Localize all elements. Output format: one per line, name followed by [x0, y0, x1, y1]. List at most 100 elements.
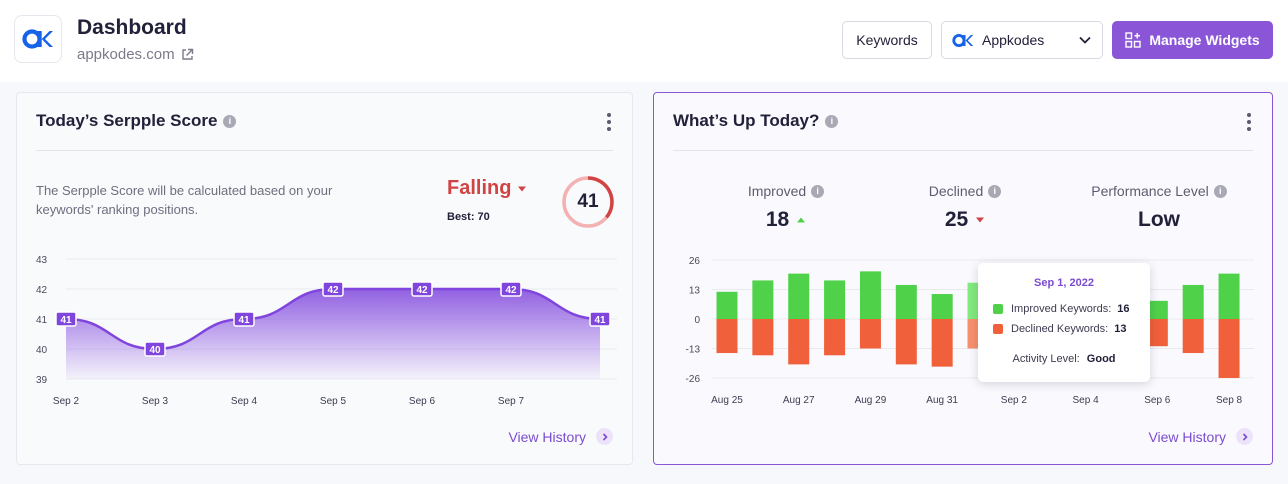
score-point[interactable]: 42 [500, 281, 522, 297]
improved-bar[interactable] [859, 271, 881, 319]
caret-down-icon [518, 186, 527, 191]
declined-metric: Declined i 25 [905, 183, 1025, 232]
tooltip-declined-label: Declined Keywords: [1011, 323, 1109, 335]
y-tick-label: 42 [36, 285, 48, 296]
score-point[interactable]: 42 [411, 281, 433, 297]
app-select-value: Appkodes [982, 32, 1045, 48]
declined-bar[interactable] [1182, 319, 1204, 354]
external-link-icon [181, 48, 193, 60]
improved-label: Improved [747, 183, 807, 199]
y-tick-label: -26 [686, 374, 701, 385]
improved-bar[interactable] [716, 291, 738, 319]
tooltip-date: Sep 1, 2022 [1034, 277, 1094, 289]
improved-swatch [993, 304, 1003, 314]
declined-value: 25 [944, 208, 969, 231]
whats-up-card: What’s Up Today? i Improved i 18 Decline… [653, 92, 1273, 465]
x-tick-label: Sep 2 [1001, 395, 1028, 406]
x-tick-label: Aug 29 [855, 395, 887, 406]
info-icon[interactable]: i [825, 114, 839, 128]
tooltip-improved-label: Improved Keywords: [1011, 303, 1112, 315]
score-description: The Serpple Score will be calculated bas… [36, 183, 333, 217]
x-tick-label: Sep 2 [53, 396, 80, 407]
divider [673, 150, 1253, 151]
tooltip-declined-value: 13 [1114, 323, 1127, 335]
arrow-right-icon [1236, 428, 1253, 445]
x-tick-label: Sep 4 [1073, 395, 1100, 406]
tooltip-improved-value: 16 [1117, 303, 1130, 315]
score-point-label: 42 [327, 285, 339, 296]
improved-bar[interactable] [895, 284, 917, 319]
info-icon[interactable]: i [1213, 184, 1227, 198]
score-point[interactable]: 42 [322, 281, 344, 297]
score-value: 41 [577, 191, 599, 212]
score-point-label: 40 [149, 345, 161, 356]
app-select[interactable]: Appkodes [941, 21, 1103, 59]
more-options-icon[interactable] [1246, 113, 1252, 131]
declined-bar[interactable] [1218, 319, 1240, 378]
tooltip-activity-label: Activity Level: [1012, 353, 1080, 365]
improved-bar[interactable] [1218, 273, 1240, 319]
info-icon[interactable]: i [988, 184, 1002, 198]
improved-bar[interactable] [1182, 284, 1204, 319]
score-point[interactable]: 41 [55, 311, 77, 327]
top-header: Dashboard appkodes.com Keywords Appkodes… [0, 0, 1288, 82]
declined-bar[interactable] [824, 319, 846, 356]
arrow-right-icon [596, 428, 613, 445]
card-title: What’s Up Today? i [673, 111, 839, 131]
page-title: Dashboard [77, 16, 187, 39]
score-point-label: 42 [505, 285, 517, 296]
score-point[interactable]: 40 [144, 341, 166, 357]
improved-metric: Improved i 18 [726, 183, 846, 232]
widgets-icon [1125, 32, 1142, 48]
keywords-button[interactable]: Keywords [842, 21, 932, 59]
manage-widgets-label: Manage Widgets [1149, 32, 1260, 48]
improved-bar[interactable] [788, 273, 810, 319]
declined-bar[interactable] [895, 319, 917, 365]
tooltip-activity-value: Good [1086, 353, 1116, 365]
declined-label: Declined [928, 183, 984, 199]
y-tick-label: 41 [36, 315, 48, 326]
card-title: Today’s Serpple Score i [36, 111, 237, 131]
x-tick-label: Aug 31 [926, 395, 958, 406]
performance-value: Low [1138, 208, 1180, 231]
appkodes-logo-icon [952, 33, 974, 47]
info-icon[interactable]: i [811, 184, 825, 198]
score-point-label: 41 [60, 315, 72, 326]
improved-bar[interactable] [824, 280, 846, 319]
manage-widgets-button[interactable]: Manage Widgets [1112, 21, 1273, 59]
declined-bar[interactable] [716, 319, 738, 354]
x-tick-label: Sep 5 [320, 396, 347, 407]
x-tick-label: Sep 6 [1144, 395, 1171, 406]
info-icon[interactable]: i [223, 114, 237, 128]
declined-bar[interactable] [1146, 319, 1168, 347]
score-ring [562, 176, 614, 228]
view-history-link[interactable]: View History [508, 428, 613, 445]
more-options-icon[interactable] [606, 113, 612, 131]
x-tick-label: Sep 7 [498, 396, 525, 407]
view-history-label: View History [1148, 428, 1226, 445]
x-tick-label: Aug 25 [711, 395, 743, 406]
site-link[interactable]: appkodes.com [77, 46, 194, 63]
score-point-label: 41 [238, 315, 250, 326]
y-tick-label: 39 [36, 375, 48, 386]
app-logo [14, 15, 62, 63]
declined-bar[interactable] [788, 319, 810, 365]
improved-bar[interactable] [1146, 300, 1168, 319]
improved-bar[interactable] [931, 294, 953, 319]
score-point[interactable]: 41 [589, 311, 611, 327]
declined-bar[interactable] [931, 319, 953, 367]
improved-value: 18 [765, 208, 790, 231]
caret-down-icon [976, 217, 985, 223]
declined-bar[interactable] [752, 319, 774, 356]
x-tick-label: Sep 8 [1216, 395, 1243, 406]
caret-up-icon [797, 217, 806, 223]
improved-bar[interactable] [752, 280, 774, 319]
view-history-link[interactable]: View History [1148, 428, 1253, 445]
score-area-fill [66, 289, 600, 379]
score-status: Falling [447, 177, 527, 200]
declined-bar[interactable] [859, 319, 881, 349]
score-point-label: 41 [594, 315, 606, 326]
performance-label: Performance Level [1091, 183, 1209, 199]
serpple-score-chart: 43 42 41 40 39 41 40 41 42 42 42 41 Sep 2 Sep 3 Sep 4 S… [36, 255, 617, 407]
score-point[interactable]: 41 [233, 311, 255, 327]
